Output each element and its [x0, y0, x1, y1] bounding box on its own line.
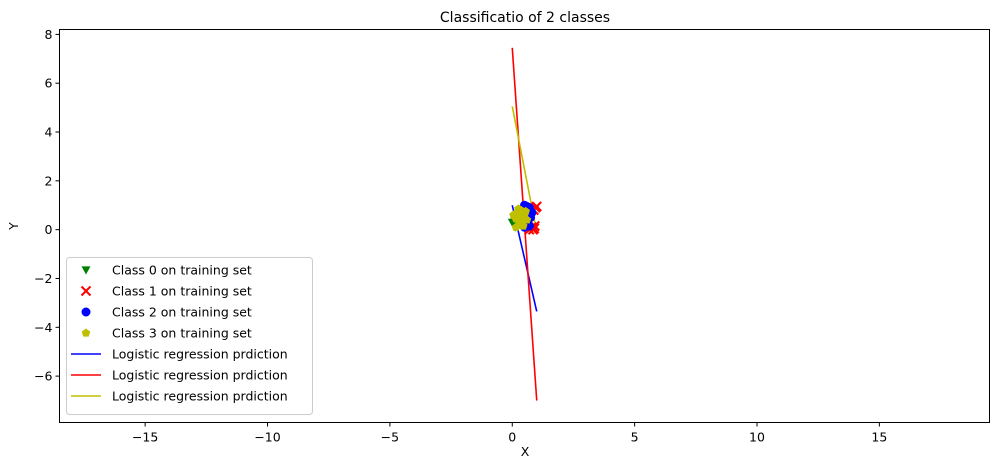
x-tick-label: −10	[254, 430, 280, 445]
scatter-points	[507, 200, 542, 235]
legend-label: Class 3 on training set	[112, 326, 252, 341]
legend-label: Logistic regression prdiction	[112, 347, 288, 362]
legend-label: Class 2 on training set	[112, 305, 252, 320]
y-tick-label: 2	[45, 173, 53, 188]
y-tick-label: −4	[34, 320, 52, 335]
legend-swatch	[81, 328, 91, 337]
y-tick-label: 8	[45, 27, 53, 42]
x-tick-label: 5	[631, 430, 639, 445]
data-point	[514, 204, 523, 213]
legend-label: Logistic regression prdiction	[112, 389, 288, 404]
chart-title: Classificatio of 2 classes	[440, 10, 610, 26]
legend-label: Class 0 on training set	[112, 263, 252, 278]
legend-box	[66, 257, 313, 415]
x-axis-label: X	[521, 444, 530, 459]
x-tick-label: −5	[381, 430, 399, 445]
legend-swatch	[80, 285, 92, 297]
y-tick-label: 4	[45, 125, 53, 140]
y-tick-label: −2	[34, 271, 52, 286]
y-tick-label: −6	[34, 369, 52, 384]
y-tick-label: 0	[45, 222, 53, 237]
data-point	[521, 206, 531, 215]
legend-label: Class 1 on training set	[112, 284, 252, 299]
data-point	[524, 221, 534, 231]
data-point	[511, 222, 521, 231]
x-tick-label: −15	[132, 430, 158, 445]
legend: Class 0 on training set Class 1 on traini…	[66, 257, 313, 415]
x-tick-label: 10	[749, 430, 765, 445]
x-axis-ticks: −15 −10 −5 0 5 10 15	[132, 422, 887, 445]
x-tick-label: 15	[871, 430, 887, 445]
plot-area	[59, 29, 990, 423]
x-tick-label: 0	[508, 430, 516, 445]
legend-swatch	[81, 307, 91, 317]
legend-swatch	[81, 266, 91, 275]
y-tick-label: 6	[45, 76, 53, 91]
y-axis-ticks: −6 −4 −2 0 2 4 6 8	[34, 27, 60, 384]
data-point	[518, 221, 528, 230]
data-point	[522, 215, 532, 224]
y-axis-label: Y	[6, 222, 21, 231]
legend-label: Logistic regression prdiction	[112, 368, 288, 383]
